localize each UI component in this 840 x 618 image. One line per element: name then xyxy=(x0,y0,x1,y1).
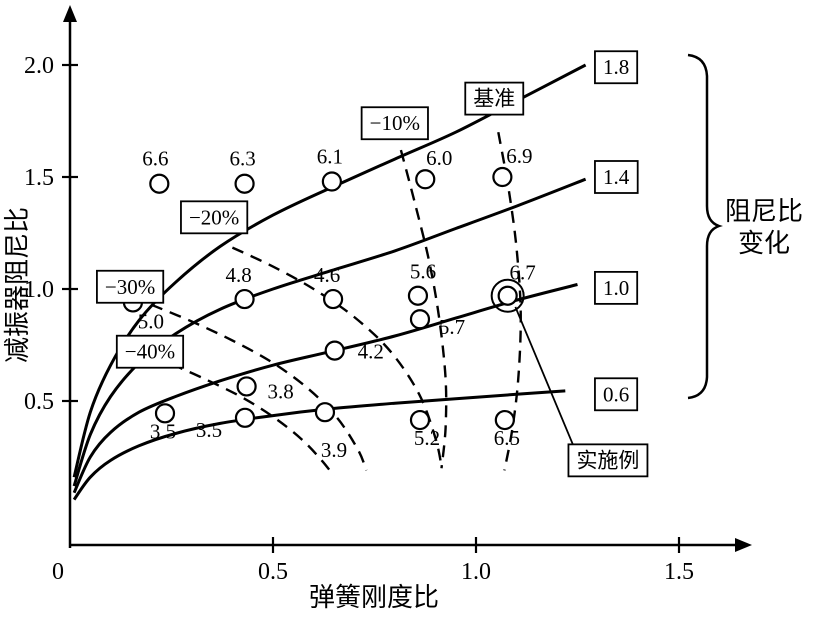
curve-label-1.8: 1.8 xyxy=(594,50,639,85)
point-value-label: 3.8 xyxy=(267,379,293,403)
x-axis-title: 弹簧刚度比 xyxy=(309,583,439,612)
point-value-label: 4.6 xyxy=(314,263,340,287)
data-point xyxy=(234,407,256,428)
curve-label-1.0-text: 1.0 xyxy=(603,276,629,300)
curve-label-0.6-text: 0.6 xyxy=(603,382,629,406)
data-point xyxy=(492,166,513,188)
data-point xyxy=(324,340,345,361)
y-tick-label: 1.5 xyxy=(24,165,54,191)
annotation-embodiment-frame xyxy=(567,443,649,478)
data-point xyxy=(321,171,342,192)
contour-label-−30%-text: −30% xyxy=(105,275,155,299)
x-tick-label: 0 xyxy=(52,559,64,585)
dashed-curve-−20% xyxy=(231,246,443,467)
y-tick-label: 2.0 xyxy=(24,53,54,79)
curve-label-1.4: 1.4 xyxy=(594,160,639,194)
data-point xyxy=(409,309,431,330)
point-value-label: 6.0 xyxy=(426,146,452,170)
data-point xyxy=(234,288,255,310)
point-value-label: 6.9 xyxy=(506,144,532,168)
point-value-label: 6.7 xyxy=(510,261,536,285)
solid-curve-1.8 xyxy=(72,63,587,478)
data-point xyxy=(409,409,431,431)
data-point xyxy=(494,409,515,431)
solid-curve-1.4 xyxy=(72,177,587,487)
dashed-curve-基准 xyxy=(497,131,522,471)
x-tick-label: 1.5 xyxy=(664,559,694,585)
contour-label-−40%: −40% xyxy=(115,334,185,369)
point-value-label: 5.7 xyxy=(439,315,465,339)
brace-label-line1: 阻尼比 xyxy=(725,197,803,226)
y-tick-label: 0.5 xyxy=(24,389,54,415)
data-point xyxy=(322,288,344,310)
curve-label-0.6: 0.6 xyxy=(594,377,639,412)
curve-label-1.4-frame xyxy=(594,160,639,194)
highlight-ring xyxy=(490,278,525,313)
point-value-label: 6.5 xyxy=(494,426,520,450)
point-value-label: 4.8 xyxy=(225,263,251,287)
point-value-label: 3.9 xyxy=(321,438,347,462)
contour-label-−30%-frame xyxy=(96,269,165,304)
data-point xyxy=(149,173,170,194)
contour-label-基准: 基准 xyxy=(464,81,525,116)
y-axis-title: 减振器阻尼比 xyxy=(3,207,32,363)
curve-label-1.4-text: 1.4 xyxy=(603,165,630,189)
curve-label-1.8-frame xyxy=(594,50,639,85)
data-point xyxy=(497,285,518,306)
contour-label-−40%-frame xyxy=(115,334,185,369)
point-value-label: 6.6 xyxy=(142,147,168,171)
x-axis-arrow-icon xyxy=(735,538,752,552)
data-point xyxy=(415,169,436,190)
solid-curve-1.0 xyxy=(72,283,578,494)
annotation-embodiment: 实施例 xyxy=(567,443,649,478)
y-axis-arrow-icon xyxy=(63,5,77,22)
point-value-label: 5.0 xyxy=(138,309,164,333)
point-value-label: 6.1 xyxy=(317,144,343,168)
data-point xyxy=(236,376,257,397)
point-value-label: 6.3 xyxy=(229,147,255,171)
annotation-embodiment-text: 实施例 xyxy=(576,448,639,472)
data-point xyxy=(314,402,336,423)
contour-label-−10%-text: −10% xyxy=(370,111,420,135)
point-value-label: 5.2 xyxy=(414,426,440,450)
contour-label-−20%-text: −20% xyxy=(189,205,239,229)
x-tick-label: 0.5 xyxy=(258,559,288,585)
contour-label-基准-frame xyxy=(464,81,525,116)
annotation-leader-line xyxy=(514,306,575,447)
curve-label-1.0: 1.0 xyxy=(594,270,639,305)
data-point xyxy=(407,285,429,306)
point-value-label: 4.2 xyxy=(358,340,384,364)
contour-label-−10%: −10% xyxy=(360,106,429,141)
curve-family-brace xyxy=(687,53,723,400)
contour-label-−40%-text: −40% xyxy=(125,340,175,364)
contour-label-−20%: −20% xyxy=(180,200,249,235)
y-tick-label: 1.0 xyxy=(24,277,54,303)
curve-label-1.8-text: 1.8 xyxy=(603,55,629,79)
curve-label-1.0-frame xyxy=(594,270,639,305)
contour-label-−10%-frame xyxy=(360,106,429,141)
contour-label-基准-text: 基准 xyxy=(473,87,515,111)
dashed-curve-−10% xyxy=(399,149,448,469)
dashed-curve-−40% xyxy=(170,362,335,477)
x-tick-label: 1.0 xyxy=(461,559,491,585)
point-value-label: 5.6 xyxy=(410,260,436,284)
contour-label-−30%: −30% xyxy=(96,269,165,304)
point-value-label: 3.5 xyxy=(196,418,222,442)
brace-label-line2: 变化 xyxy=(738,229,790,258)
data-point xyxy=(234,173,255,194)
curve-label-0.6-frame xyxy=(594,377,639,412)
point-value-label: 3.5 xyxy=(150,419,176,443)
data-point xyxy=(154,403,176,424)
contour-label-−20%-frame xyxy=(180,200,249,235)
